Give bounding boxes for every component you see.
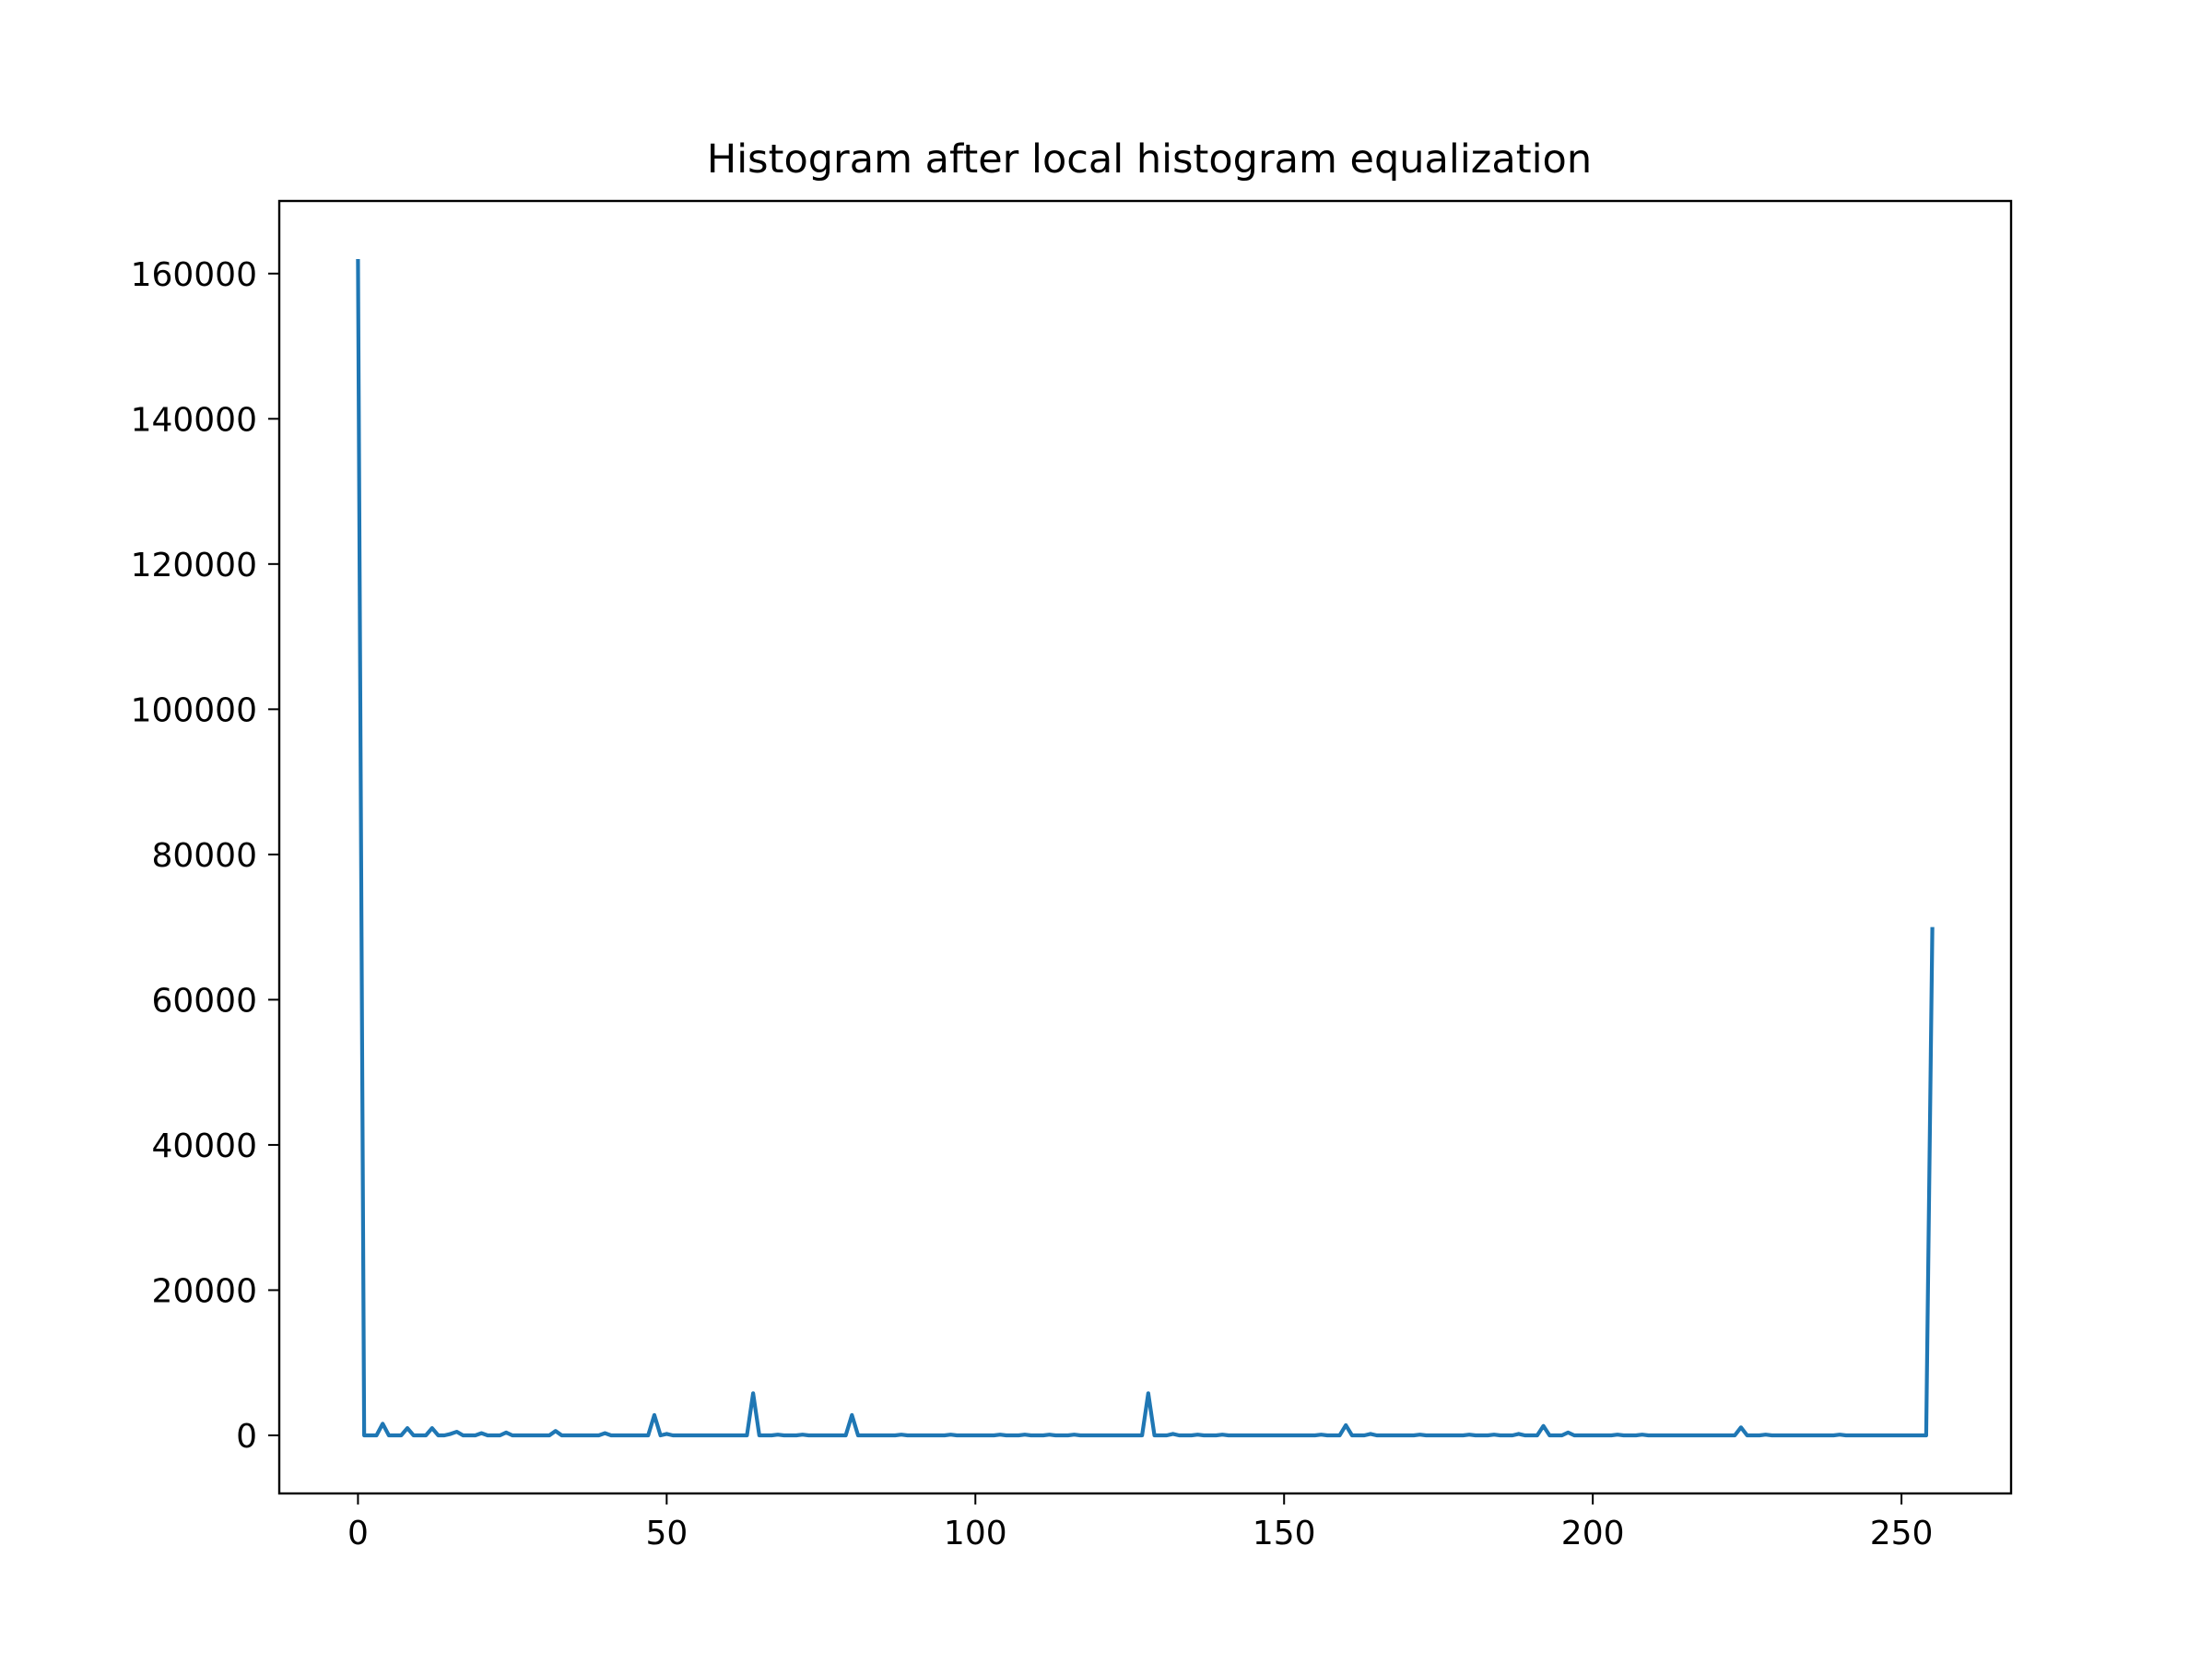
y-tick-label: 0 [236,1418,257,1456]
chart-title: Histogram after local histogram equaliza… [707,136,1592,183]
x-tick-label: 150 [1253,1515,1316,1552]
x-tick-label: 50 [645,1515,688,1552]
y-tick-label: 100000 [131,691,257,729]
series-line-0 [356,258,1935,1438]
series-layer [356,258,1935,1438]
y-tick-label: 20000 [151,1272,257,1310]
plot-area-frame [277,199,2013,1495]
x-tick-label: 100 [944,1515,1007,1552]
y-tick-label: 140000 [131,401,257,439]
x-tick-label: 0 [347,1515,369,1552]
x-tick-label: 250 [1870,1515,1934,1552]
y-tick-label: 80000 [151,837,257,875]
y-tick-label: 120000 [131,547,257,584]
x-axis: 0 50 100 150 200 250 [347,1493,1934,1552]
y-tick-label: 60000 [151,982,257,1020]
y-tick-label: 40000 [151,1127,257,1165]
x-tick-label: 200 [1561,1515,1625,1552]
y-axis: 0 20000 40000 60000 80000 100000 120000 140000 1… [131,256,279,1456]
y-tick-label: 160000 [131,256,257,294]
